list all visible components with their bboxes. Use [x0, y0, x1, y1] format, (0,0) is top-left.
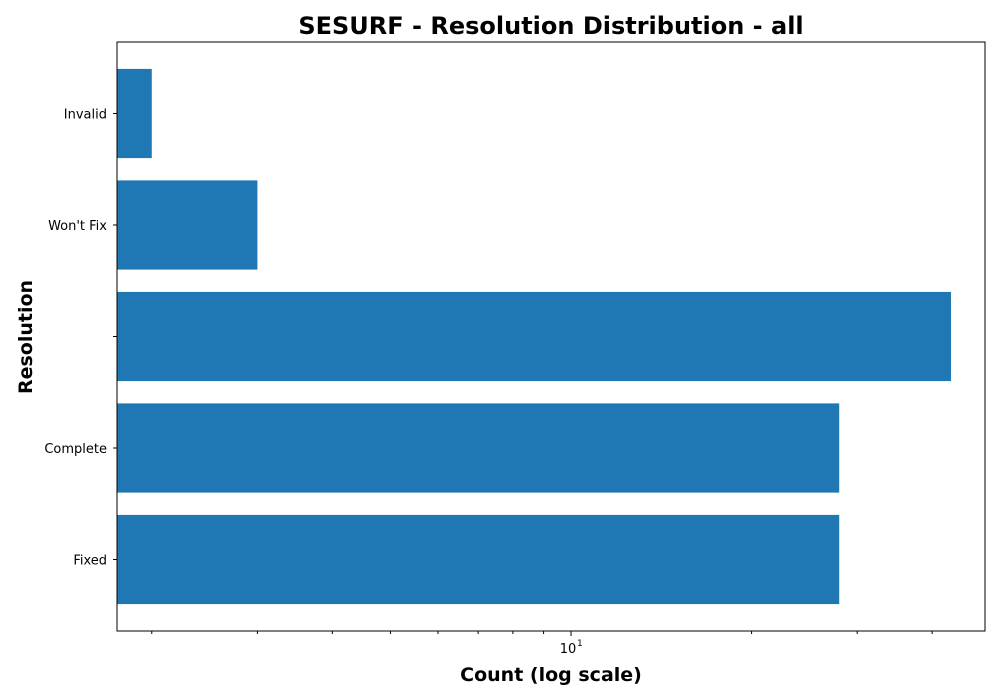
y-tick-label: Fixed [73, 554, 107, 569]
bar-unlabeled [117, 291, 951, 382]
x-tick-label-base: 10 [560, 642, 577, 657]
bar-invalid [117, 68, 152, 159]
plot-area-frame [116, 41, 986, 632]
y-axis-label: Resolution [15, 280, 37, 394]
y-tick-label: Complete [44, 442, 107, 457]
y-axis-ticks: Invalid Won't Fix Complete Fixed [44, 108, 117, 569]
bar-fixed [117, 514, 840, 605]
bar-complete [117, 403, 840, 493]
x-tick-label-exponent: 1 [577, 639, 583, 649]
x-tick-label: 10 1 [560, 639, 583, 657]
chart-title: SESURF - Resolution Distribution - all [298, 12, 803, 40]
x-axis-label: Count (log scale) [460, 664, 642, 686]
y-tick-label: Won't Fix [48, 219, 107, 234]
bars-group [117, 68, 951, 605]
y-tick-label: Invalid [64, 108, 107, 123]
x-axis-ticks: 10 1 [151, 631, 933, 657]
bar-won-t-fix [117, 180, 258, 270]
